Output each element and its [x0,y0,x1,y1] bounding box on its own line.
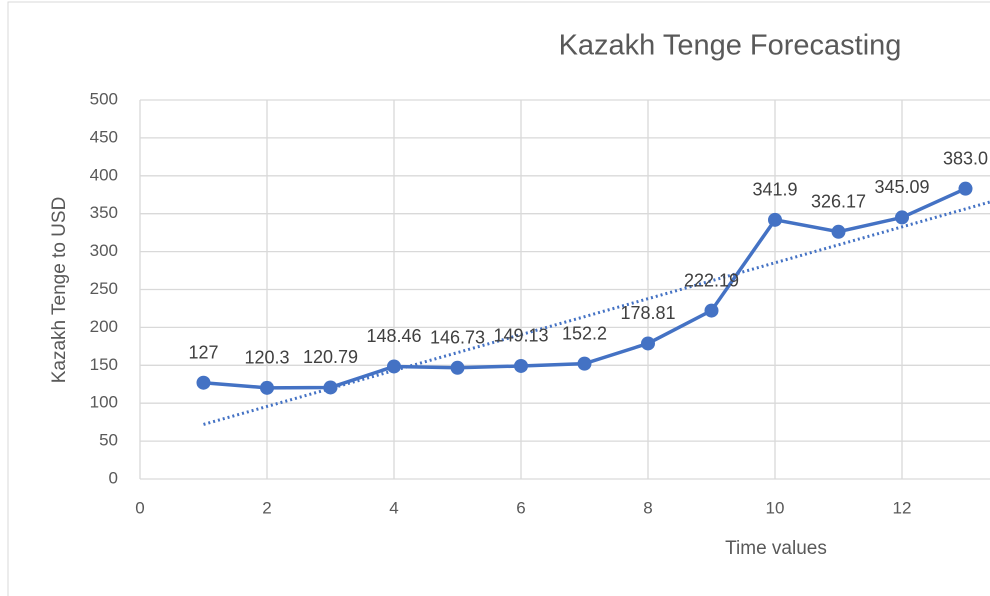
data-label: 345.09 [874,177,929,197]
chart-title: Kazakh Tenge Forecasting [559,30,902,62]
data-label: 148.46 [366,326,421,346]
marker [768,212,782,227]
y-tick-label: 0 [109,468,118,487]
x-tick-label: 2 [262,498,271,517]
data-label: 152.2 [562,323,607,343]
y-tick-label: 100 [90,393,118,412]
x-tick-label: 10 [766,498,785,517]
plot-area: 0 50 100 150 200 250 300 350 400 450 500 0 2 4 6 8 10 12 1… [90,89,990,517]
y-tick-label: 500 [90,89,118,108]
marker [323,380,338,395]
data-label: 120.79 [303,347,358,367]
y-tick-label: 300 [90,241,118,260]
data-label: 326.17 [811,192,866,212]
y-tick-label: 50 [99,431,118,450]
y-tick-label: 150 [90,355,118,374]
y-tick-label: 350 [90,203,118,222]
data-label: 149.13 [493,326,548,346]
marker [641,336,655,351]
y-axis-label: Kazakh Tenge to USD [49,197,70,384]
x-axis-label: Time values [725,538,827,559]
x-tick-label: 8 [643,498,652,517]
data-label: 146.73 [430,328,485,348]
marker [577,356,592,371]
marker [958,181,973,196]
x-tick-label: 6 [516,498,525,517]
data-label: 383.0 [943,148,988,168]
marker [450,360,465,375]
marker [260,380,274,395]
data-label: 178.81 [620,303,675,323]
y-tick-label: 200 [90,317,118,336]
data-label: 120.3 [244,348,289,368]
x-tick-label: 4 [389,498,398,517]
chart-frame [7,1,990,596]
marker [895,210,909,225]
y-tick-label: 400 [90,165,118,184]
marker [704,303,719,318]
y-tick-label: 250 [90,279,118,298]
marker [196,375,211,390]
x-tick-label: 0 [135,498,144,517]
x-tick-label: 12 [893,498,912,517]
marker [514,358,528,373]
data-label: 222.19 [684,270,739,290]
y-tick-label: 450 [90,127,118,146]
marker [387,359,401,374]
data-label: 341.9 [752,180,797,200]
marker [831,224,846,239]
data-label: 127 [188,342,218,362]
